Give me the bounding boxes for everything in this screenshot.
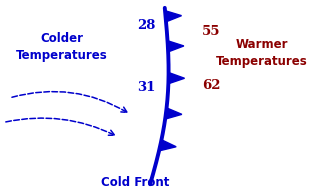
Polygon shape <box>168 73 184 84</box>
Polygon shape <box>159 140 176 151</box>
Text: Colder
Temperatures: Colder Temperatures <box>16 32 107 62</box>
Polygon shape <box>165 108 182 119</box>
Text: Warmer
Temperatures: Warmer Temperatures <box>216 38 308 68</box>
Text: 55: 55 <box>202 25 220 38</box>
Text: Cold Front: Cold Front <box>101 176 170 189</box>
Polygon shape <box>165 11 182 22</box>
Text: 62: 62 <box>202 79 220 92</box>
Text: 28: 28 <box>137 19 156 32</box>
Text: 31: 31 <box>137 81 156 94</box>
Polygon shape <box>168 41 184 52</box>
